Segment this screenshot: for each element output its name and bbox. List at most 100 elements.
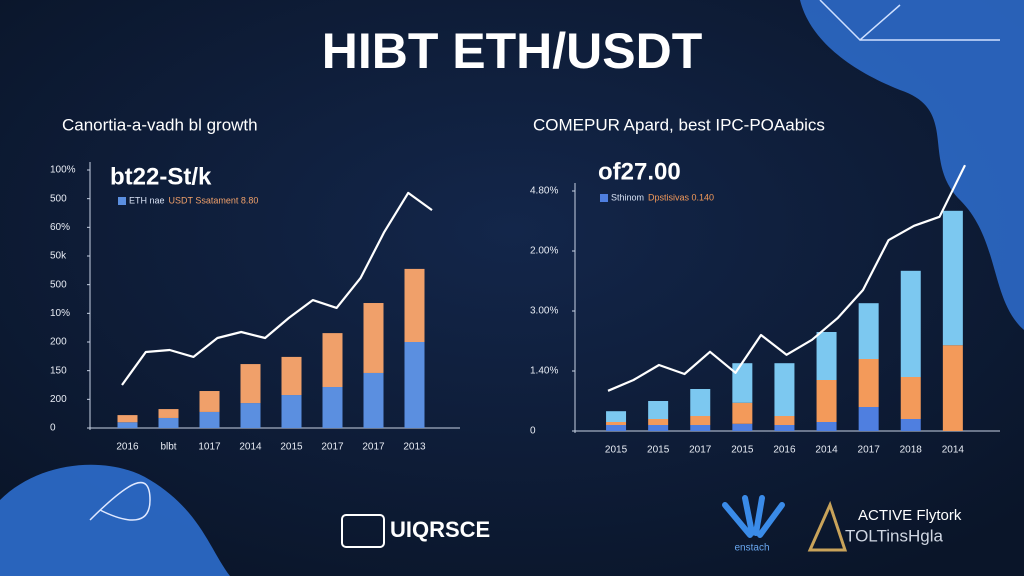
logo-text: ACTIVE Flytork	[858, 507, 962, 524]
x-tick-label: 2017	[858, 445, 881, 456]
x-tick-label: blbt	[160, 442, 176, 453]
x-tick-label: 2017	[362, 442, 385, 453]
legend-swatch	[118, 197, 126, 205]
bar-segment	[158, 409, 179, 418]
y-tick-label: 50k	[50, 251, 67, 262]
x-tick-label: 2015	[731, 445, 754, 456]
bar-segment	[404, 268, 425, 342]
bar-segment	[858, 407, 879, 431]
bar-segment	[858, 303, 879, 359]
y-tick-label: 150	[50, 365, 67, 376]
y-tick-label: 200	[50, 394, 67, 405]
bar-segment	[322, 333, 343, 388]
x-tick-label: 2013	[403, 442, 426, 453]
bar-segment	[363, 303, 384, 373]
legend-label: USDT Ssatament 8.80	[169, 195, 259, 205]
y-tick-label: 100%	[50, 165, 76, 176]
y-tick-label: 0	[50, 423, 56, 434]
bar-segment	[732, 423, 753, 431]
y-tick-label: 500	[50, 193, 67, 204]
chart-title: Canortia-a-vadh bl growth	[62, 115, 258, 134]
bar-segment	[900, 377, 921, 419]
x-tick-label: 2016	[773, 445, 796, 456]
logo-text: TOLTinsHgla	[845, 526, 943, 545]
bar-segment	[942, 345, 963, 431]
logo-text: enstach	[734, 543, 769, 554]
bar-segment	[816, 422, 837, 431]
bar-segment	[199, 411, 220, 428]
chart-title: COMEPUR Apard, best IPC-POAabics	[533, 115, 825, 134]
x-tick-label: 2016	[116, 442, 139, 453]
y-tick-label: 4.80%	[530, 186, 558, 197]
logo-left: UIQRSCE	[341, 514, 490, 548]
decor-lines	[819, 0, 1000, 42]
bar-segment	[774, 416, 795, 425]
bar-segment	[281, 356, 302, 396]
legend-label: ETH nae	[129, 195, 165, 205]
bar-segment	[606, 425, 627, 431]
x-tick-label: 2014	[942, 445, 965, 456]
y-tick-label: 500	[50, 279, 67, 290]
y-tick-label: 3.00%	[530, 306, 558, 317]
legend-swatch	[600, 194, 608, 202]
y-tick-label: 200	[50, 337, 67, 348]
x-tick-label: 1017	[198, 442, 221, 453]
y-tick-label: 60%	[50, 222, 70, 233]
logo-right: enstach ACTIVE Flytork TOLTinsHgla	[722, 495, 962, 554]
bar-segment	[732, 363, 753, 403]
x-tick-label: 2017	[321, 442, 344, 453]
bar-segment	[158, 417, 179, 428]
bar-segment	[363, 372, 384, 428]
bar-segment	[774, 425, 795, 431]
bar-segment	[606, 422, 627, 425]
logo-icon	[722, 495, 785, 538]
logo-icon	[341, 514, 385, 548]
bar-segment	[774, 363, 795, 416]
bar-segment	[606, 411, 627, 422]
x-tick-label: 2015	[280, 442, 303, 453]
bar-segment	[117, 415, 138, 423]
x-tick-label: 2015	[605, 445, 628, 456]
bar-segment	[281, 395, 302, 428]
main-title: HIBT ETH/USDT	[322, 23, 703, 79]
bar-segment	[322, 387, 343, 428]
bar-segment	[648, 419, 669, 425]
trend-line	[607, 164, 966, 392]
chart-subtitle: bt22-St/k	[110, 163, 212, 190]
bar-segment	[900, 270, 921, 377]
bar-segment	[942, 210, 963, 346]
y-tick-label: 0	[530, 426, 536, 437]
bar-segment	[240, 403, 261, 428]
x-tick-label: 2014	[815, 445, 838, 456]
bar-segment	[816, 380, 837, 422]
legend-label: Dpstisivas 0.140	[648, 192, 714, 202]
bar-segment	[199, 391, 220, 412]
bar-segment	[404, 342, 425, 428]
blob	[0, 464, 230, 576]
legend-label: Sthinom	[611, 192, 644, 202]
x-tick-label: 2018	[900, 445, 923, 456]
x-tick-label: 2017	[689, 445, 712, 456]
bar-segment	[690, 425, 711, 431]
y-tick-label: 2.00%	[530, 246, 558, 257]
bar-segment	[690, 416, 711, 425]
trend-line	[121, 191, 433, 386]
bar-segment	[117, 422, 138, 428]
bar-segment	[690, 389, 711, 416]
logo-text: UIQRSCE	[390, 517, 490, 542]
y-tick-label: 10%	[50, 308, 70, 319]
bar-segment	[240, 364, 261, 404]
bar-segment	[648, 425, 669, 431]
x-tick-label: 2015	[647, 445, 670, 456]
decor-loop	[89, 481, 151, 521]
logo-icon	[807, 500, 848, 552]
bar-segment	[816, 332, 837, 380]
bar-segment	[648, 401, 669, 419]
x-tick-label: 2014	[239, 442, 262, 453]
chart-subtitle: of27.00	[598, 158, 681, 185]
bar-segment	[858, 359, 879, 407]
bar-segment	[732, 402, 753, 424]
